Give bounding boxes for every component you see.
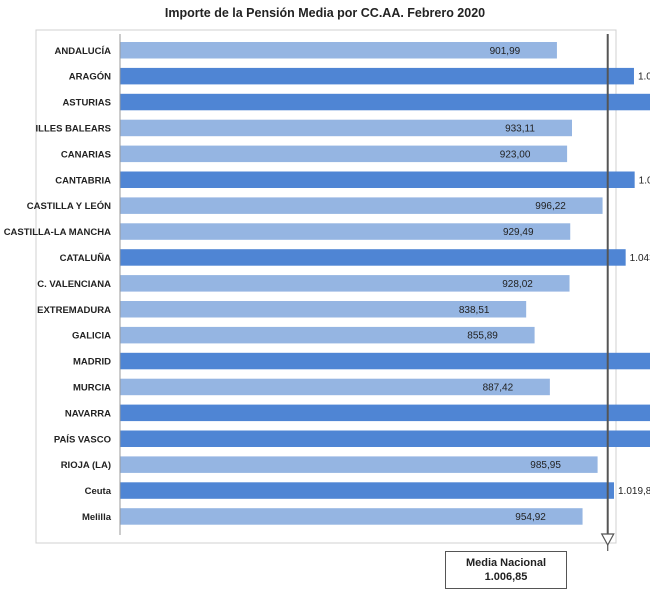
data-label: 929,49 — [503, 227, 534, 238]
plot-area-border — [35, 29, 617, 544]
reference-line-arrowhead — [600, 533, 615, 547]
category-label: MADRID — [73, 357, 111, 368]
data-label: 923,00 — [500, 149, 531, 160]
category-label: CATALUÑA — [60, 253, 111, 264]
bar — [120, 456, 598, 473]
bar — [120, 93, 650, 111]
data-label: 985,95 — [530, 460, 561, 471]
category-label: CASTILLA Y LEÓN — [27, 200, 111, 212]
category-label: ILLES BALEARS — [36, 123, 111, 134]
bar — [120, 223, 571, 240]
category-label: PAÍS VASCO — [54, 434, 111, 445]
category-label: CASTILLA-LA MANCHA — [4, 227, 111, 238]
data-label: 954,92 — [515, 512, 546, 523]
category-label: ARAGÓN — [69, 71, 111, 83]
bar — [120, 197, 603, 214]
data-label: 933,11 — [505, 123, 535, 134]
reference-line-label-box: Media Nacional 1.006,85 — [445, 551, 567, 589]
data-label: 1.043,90 — [630, 253, 650, 264]
data-label: 838,51 — [459, 305, 490, 316]
category-label: C. VALENCIANA — [37, 279, 111, 290]
category-label: ANDALUCÍA — [55, 46, 112, 57]
bar — [120, 301, 527, 318]
bar — [120, 67, 634, 85]
bar — [120, 378, 550, 396]
chart-title: Importe de la Pensión Media por CC.AA. F… — [164, 6, 486, 20]
category-label: Melilla — [82, 512, 112, 523]
bar — [120, 42, 557, 59]
category-label: EXTREMADURA — [37, 305, 111, 316]
bar — [120, 352, 650, 370]
category-label: Ceuta — [85, 486, 112, 497]
category-label: NAVARRA — [65, 408, 111, 419]
category-label: CANTABRIA — [55, 175, 111, 186]
bar — [120, 430, 650, 447]
data-label: 1.062,47 — [639, 175, 650, 186]
category-label: ASTURIAS — [62, 98, 111, 109]
bar — [120, 508, 583, 525]
bar — [120, 275, 570, 292]
bar — [120, 249, 626, 266]
category-label: CANARIAS — [61, 149, 111, 160]
data-label: 855,89 — [467, 331, 498, 342]
bar — [120, 145, 568, 163]
data-label: 928,02 — [502, 279, 533, 290]
bar — [120, 404, 650, 422]
reference-line-value: 1.006,85 — [484, 571, 528, 583]
bar — [120, 171, 635, 188]
data-label: 887,42 — [483, 382, 514, 393]
reference-line-label: Media Nacional — [465, 557, 547, 569]
bar — [120, 482, 614, 499]
category-label: RIOJA (LA) — [61, 460, 111, 471]
data-label: 996,22 — [535, 201, 566, 212]
category-label: GALICIA — [72, 331, 111, 342]
data-label: 901,99 — [490, 46, 521, 57]
data-label: 1.019,80 — [618, 486, 650, 497]
category-label: MURCIA — [73, 382, 111, 393]
data-label: 1.061,04 — [638, 72, 650, 83]
bar — [120, 119, 572, 137]
bar — [120, 326, 535, 344]
